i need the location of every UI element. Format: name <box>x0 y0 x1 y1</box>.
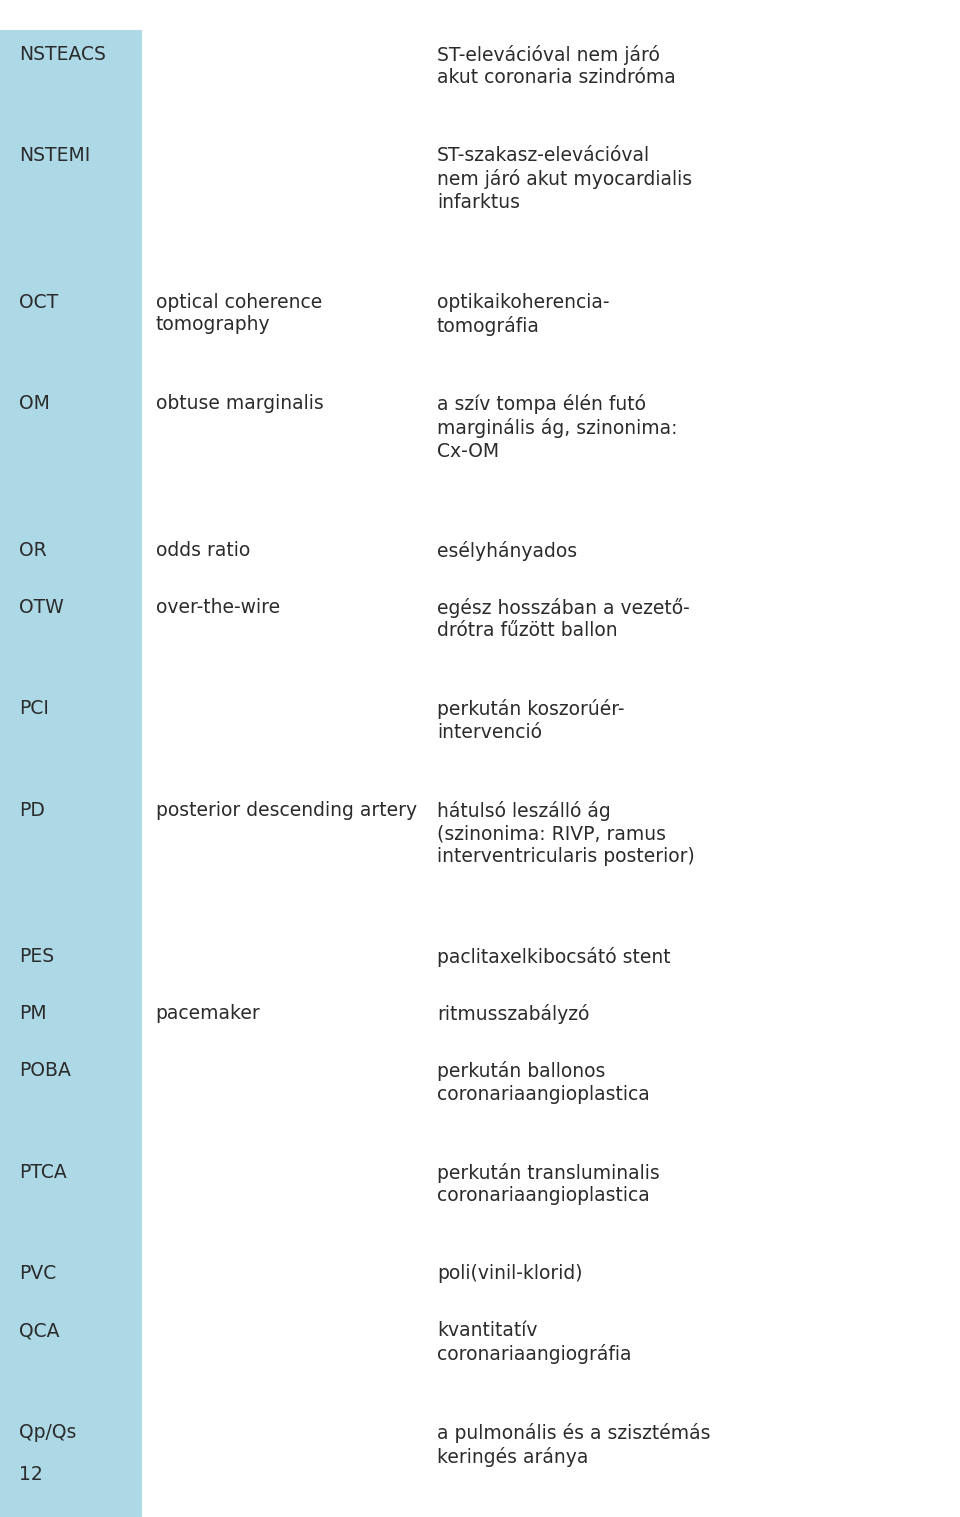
Text: pacemaker: pacemaker <box>156 1004 260 1022</box>
Text: paclitaxelkibocsátó stent: paclitaxelkibocsátó stent <box>437 947 670 968</box>
Text: PTCA: PTCA <box>19 1162 67 1182</box>
Text: hátulsó leszálló ág
(szinonima: RIVP, ramus
interventricularis posterior): hátulsó leszálló ág (szinonima: RIVP, ra… <box>437 801 694 866</box>
Text: PCI: PCI <box>19 699 49 718</box>
Text: esélyhányados: esélyhányados <box>437 540 577 561</box>
Text: Qp/Qs: Qp/Qs <box>19 1423 77 1441</box>
Text: ST-szakasz-elevációval
nem járó akut myocardialis
infarktus: ST-szakasz-elevációval nem járó akut myo… <box>437 146 692 212</box>
Text: ritmusszabályzó: ritmusszabályzó <box>437 1004 589 1024</box>
Text: QCA: QCA <box>19 1321 60 1340</box>
Text: a pulmonális és a szisztémás
keringés aránya: a pulmonális és a szisztémás keringés ar… <box>437 1423 710 1467</box>
Text: obtuse marginalis: obtuse marginalis <box>156 394 324 413</box>
Text: ST-elevációval nem járó
akut coronaria szindróma: ST-elevációval nem járó akut coronaria s… <box>437 44 676 88</box>
Text: posterior descending artery: posterior descending artery <box>156 801 417 819</box>
Text: POBA: POBA <box>19 1060 71 1080</box>
Text: NSTEACS: NSTEACS <box>19 44 106 64</box>
Text: OTW: OTW <box>19 598 64 616</box>
Text: optikaikoherencia-
tomográfia: optikaikoherencia- tomográfia <box>437 293 610 335</box>
Text: PD: PD <box>19 801 45 819</box>
Text: 12: 12 <box>19 1464 43 1484</box>
Text: OR: OR <box>19 540 47 560</box>
Text: egész hosszában a vezető-
drótra fűzött ballon: egész hosszában a vezető- drótra fűzött … <box>437 598 689 640</box>
Text: kvantitatív
coronariaangiográfia: kvantitatív coronariaangiográfia <box>437 1321 632 1364</box>
Text: odds ratio: odds ratio <box>156 540 250 560</box>
Text: perkután koszorúér-
intervenció: perkután koszorúér- intervenció <box>437 699 624 742</box>
Text: over-the-wire: over-the-wire <box>156 598 279 616</box>
Text: OCT: OCT <box>19 293 59 311</box>
Text: PM: PM <box>19 1004 47 1022</box>
Text: optical coherence
tomography: optical coherence tomography <box>156 293 322 334</box>
Bar <box>0 30 142 1517</box>
Text: poli(vinil-klorid): poli(vinil-klorid) <box>437 1264 583 1283</box>
Text: OM: OM <box>19 394 50 413</box>
Text: PES: PES <box>19 947 55 966</box>
Text: perkután transluminalis
coronariaangioplastica: perkután transluminalis coronariaangiopl… <box>437 1162 660 1206</box>
Text: NSTEMI: NSTEMI <box>19 146 90 165</box>
Text: a szív tompa élén futó
marginális ág, szinonima:
Cx-OM: a szív tompa élén futó marginális ág, sz… <box>437 394 678 461</box>
Text: PVC: PVC <box>19 1264 57 1283</box>
Text: perkután ballonos
coronariaangioplastica: perkután ballonos coronariaangioplastica <box>437 1060 650 1104</box>
